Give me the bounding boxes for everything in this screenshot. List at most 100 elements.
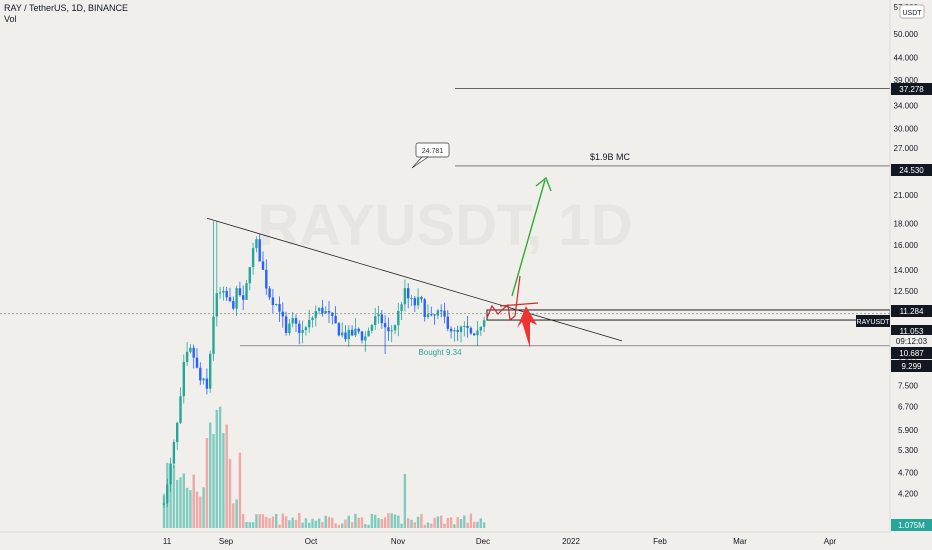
candle-body: [423, 299, 426, 318]
x-tick-label: Feb: [653, 537, 667, 546]
candle-body: [242, 295, 245, 300]
y-tick-label: 12.500: [894, 287, 919, 296]
y-tick-label: 30.000: [894, 125, 919, 134]
candle-body: [453, 330, 456, 332]
volume-bar: [225, 424, 228, 528]
candle-body: [205, 378, 209, 389]
candle-body: [466, 325, 469, 328]
volume-bar: [235, 499, 238, 528]
candle-body: [176, 422, 179, 443]
price-label-box: [856, 315, 890, 327]
volume-bar: [383, 517, 387, 528]
price-label: 9.299: [901, 362, 922, 371]
candle-body: [456, 330, 459, 332]
x-tick-labels: 11 Sep Oct Nov Dec 2022 Feb Mar Apr: [163, 537, 837, 546]
candle-body: [479, 326, 482, 331]
candle-body: [225, 290, 228, 298]
volume-bar: [416, 516, 420, 528]
target-label: $1.9B MC: [590, 152, 631, 162]
price-label-box: [891, 347, 932, 359]
drawings: $1.9B MC 24.781 Bought 9.34: [0, 87, 891, 357]
volume-bar: [407, 518, 410, 528]
volume-bar: [459, 518, 463, 528]
green-arrow-shaft: [511, 179, 546, 297]
candle-body: [416, 297, 420, 306]
volume-bar: [212, 434, 215, 528]
volume-bar: [357, 517, 360, 528]
candle-body: [218, 292, 222, 294]
volume-bar: [364, 524, 367, 528]
price-label: 09:12:03: [896, 337, 928, 346]
volume-bar: [179, 477, 182, 528]
volume-bar: [172, 465, 176, 528]
volume-bar: [440, 515, 443, 528]
candle-body: [261, 261, 265, 270]
volume-bar: [258, 514, 261, 528]
candle-body: [166, 484, 169, 504]
candle-body: [390, 330, 393, 332]
candle-body: [341, 332, 344, 336]
volume-bar: [479, 518, 482, 528]
volume-label: Vol: [4, 14, 17, 24]
price-label-box: [891, 335, 932, 347]
volume-bar: [354, 513, 357, 528]
y-tick-label: 21.000: [894, 191, 919, 200]
volume-bar: [367, 524, 370, 528]
volume-bar: [327, 516, 331, 528]
candle-body: [317, 307, 321, 312]
volume-bar: [370, 513, 374, 528]
volume-bar: [446, 518, 449, 528]
volume-bar: [242, 514, 245, 528]
price-label-box: [891, 325, 932, 337]
candle-body: [304, 327, 308, 331]
callout-pointer: [411, 156, 430, 169]
volume-bar: [271, 516, 275, 528]
candle-body: [172, 442, 176, 464]
candle-body: [354, 328, 357, 336]
price-label-box: [891, 360, 932, 372]
candle-body: [185, 351, 189, 362]
candle-body: [344, 332, 347, 340]
red-mark: [499, 302, 539, 307]
volume-bars: [162, 406, 486, 528]
volume-bar: [423, 524, 426, 528]
candle-body: [311, 317, 314, 320]
candle-body: [288, 323, 291, 333]
y-tick-label: 27.000: [894, 144, 919, 153]
candle-body: [245, 283, 248, 300]
volume-bar: [341, 523, 344, 528]
candle-body: [357, 328, 360, 332]
x-tick-label: Nov: [391, 537, 405, 546]
volume-bar: [324, 515, 327, 528]
watermark: RAYUSDT, 1D: [258, 193, 633, 258]
volume-bar: [426, 522, 430, 528]
price-label: 11.284: [900, 307, 924, 316]
volume-bar: [403, 474, 407, 528]
candle-body: [222, 290, 225, 293]
price-label: 37.278: [899, 85, 924, 94]
volume-bar: [380, 519, 383, 528]
candle-body: [337, 323, 341, 336]
x-tick-label: Sep: [219, 537, 234, 546]
price-label: 10.687: [899, 349, 924, 358]
red-arrow: [517, 306, 537, 348]
candle-body: [284, 316, 288, 333]
candle-body: [367, 330, 370, 337]
candle-body: [212, 316, 215, 354]
candle-body: [463, 325, 466, 327]
candle-body: [347, 329, 350, 340]
candle-body: [433, 314, 436, 316]
candle-body: [258, 239, 261, 262]
volume-bar: [209, 422, 212, 528]
candle-body: [321, 307, 324, 314]
volume-bar: [278, 524, 281, 528]
volume-bar: [288, 520, 291, 528]
candle-body: [397, 310, 400, 326]
volume-bar: [473, 521, 476, 528]
currency-badge[interactable]: [899, 4, 925, 19]
candle-body: [364, 336, 367, 341]
y-tick-label: 39.000: [894, 76, 919, 85]
y-tick-label: 18.000: [894, 219, 919, 228]
